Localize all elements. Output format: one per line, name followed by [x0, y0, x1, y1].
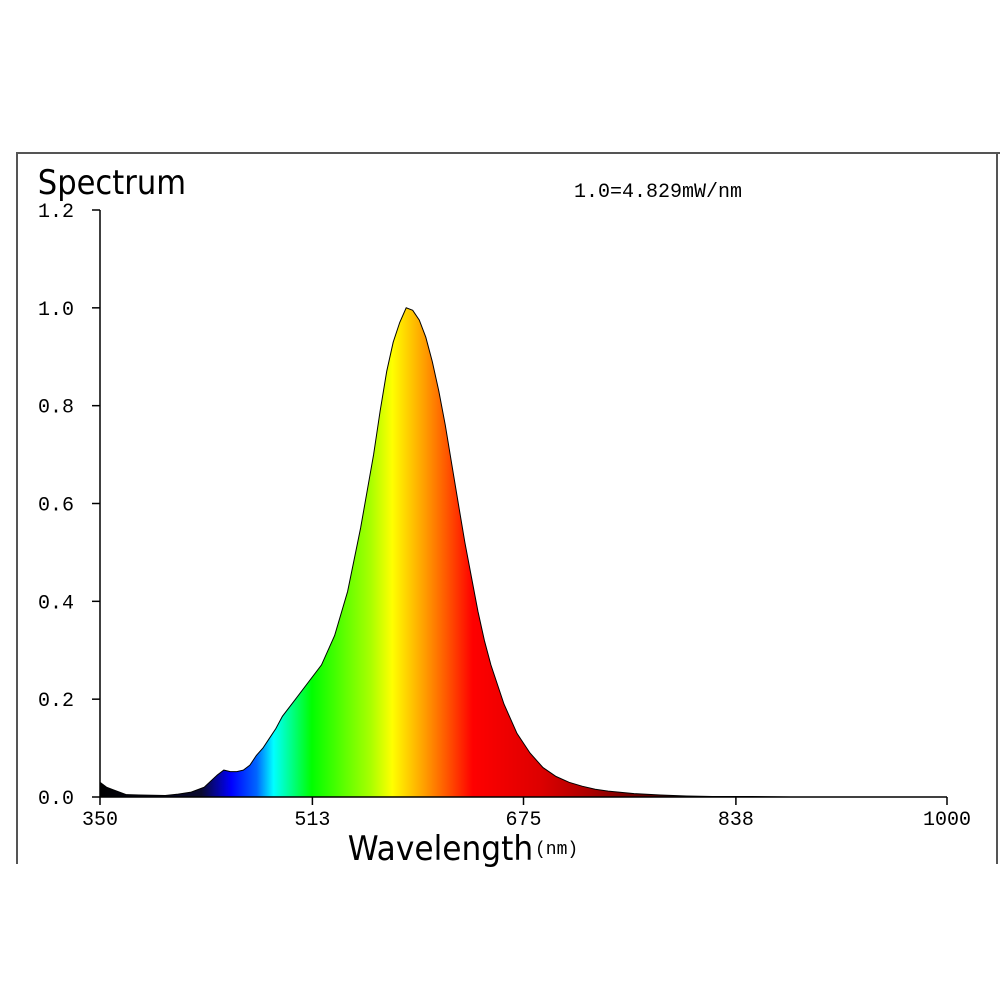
chart-annotation: 1.0=4.829mW/nm — [574, 181, 742, 204]
chart-title: Spectrum — [38, 162, 186, 202]
chart-frame-right-border — [996, 152, 998, 864]
spectrum-area — [100, 307, 947, 797]
y-tick-label: 0.2 — [38, 690, 74, 713]
x-tick-label: 838 — [718, 809, 754, 832]
y-tick-label: 0.0 — [38, 788, 74, 811]
x-ticks: 350 513 675 838 1000 — [82, 797, 971, 832]
y-tick-label: 1.0 — [38, 299, 74, 322]
x-tick-label: 675 — [505, 809, 541, 832]
x-axis-unit: (nm) — [535, 840, 578, 860]
y-tick-label: 1.2 — [38, 201, 74, 224]
spectrum-line — [99, 307, 947, 798]
x-tick-label: 350 — [82, 809, 118, 832]
x-tick-label: 513 — [294, 809, 330, 832]
y-ticks: 0.0 0.2 0.4 0.6 0.8 1.0 1.2 — [38, 201, 100, 811]
y-tick-label: 0.8 — [38, 397, 74, 420]
x-tick-label: 1000 — [923, 809, 971, 832]
x-axis-label: Wavelength — [348, 829, 534, 869]
y-tick-label: 0.6 — [38, 495, 74, 518]
y-tick-label: 0.4 — [38, 592, 74, 615]
chart-frame — [16, 152, 1000, 864]
